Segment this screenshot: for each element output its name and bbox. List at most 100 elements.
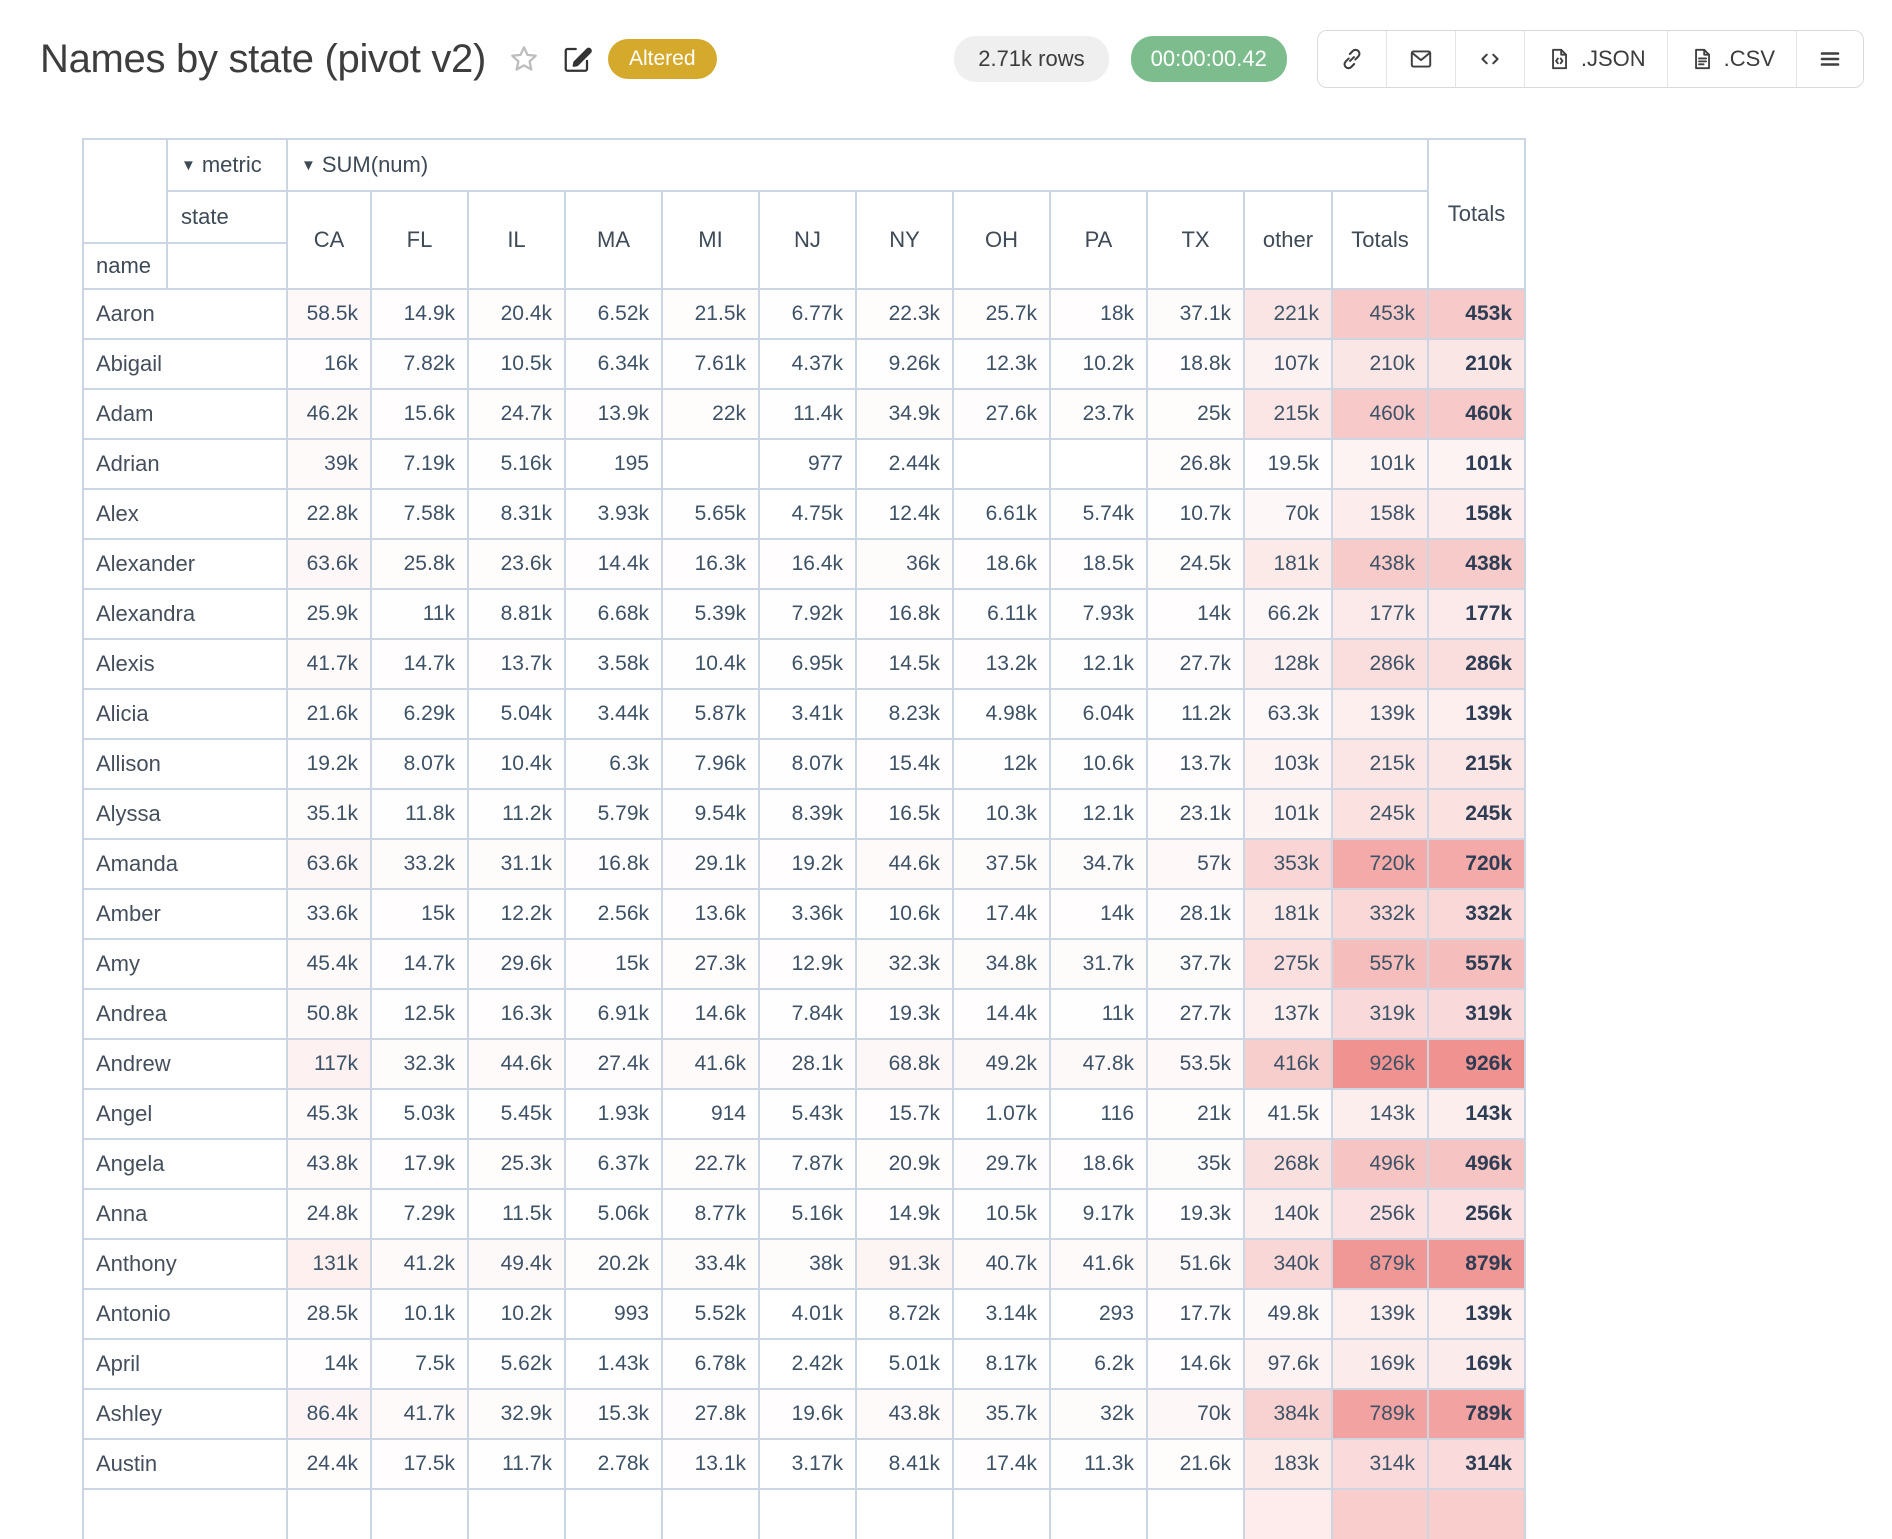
corner-cell [82,138,168,244]
pivot-cell: 416k [1243,1038,1333,1090]
pivot-cell: 32.3k [855,938,954,990]
pivot-cell: 12.5k [370,988,469,1040]
pivot-cell: 29.6k [467,938,566,990]
pivot-cell: 6.78k [661,1338,760,1390]
pivot-cell: 7.19k [370,438,469,490]
pivot-cell [467,1488,566,1539]
pivot-cell: 5.06k [564,1188,663,1240]
pivot-cell: 41.2k [370,1238,469,1290]
share-link-button[interactable] [1317,31,1386,87]
pivot-cell: 6.95k [758,638,857,690]
pivot-cell: 10.5k [467,338,566,390]
pivot-cell: 21k [1146,1088,1245,1140]
pivot-cell: 24.8k [286,1188,372,1240]
pivot-cell: 16.4k [758,538,857,590]
row-label: Austin [82,1438,288,1490]
pivot-cell: 7.84k [758,988,857,1040]
pivot-cell: 319k [1331,988,1429,1040]
pivot-table: ▼ metric ▼ SUM(num) Totals state CA FL IL MA M… [82,138,1526,1539]
metric-axis-header[interactable]: ▼ metric [166,138,288,192]
pivot-cell: 293 [1049,1288,1148,1340]
pivot-cell: 37.1k [1146,288,1245,340]
pivot-cell: 11.5k [467,1188,566,1240]
pivot-cell: 195 [564,438,663,490]
pivot-cell: 24.4k [286,1438,372,1490]
pivot-cell: 4.01k [758,1288,857,1340]
pivot-cell: 14k [286,1338,372,1390]
pivot-cell: 86.4k [286,1388,372,1440]
email-button[interactable] [1385,31,1455,87]
column-header-mi: MI [661,190,760,290]
pivot-cell: 256k [1331,1188,1429,1240]
column-header-ca: CA [286,190,372,290]
pivot-cell: 10.5k [952,1188,1051,1240]
pivot-cell: 43.8k [286,1138,372,1190]
pivot-cell: 13.2k [952,638,1051,690]
pivot-cell: 24.5k [1146,538,1245,590]
pivot-cell: 332k [1331,888,1429,940]
sort-triangle-icon[interactable]: ▼ [301,157,316,174]
row-total-cell: 210k [1427,338,1526,390]
pivot-cell: 24.7k [467,388,566,440]
pivot-cell: 9.17k [1049,1188,1148,1240]
pivot-cell: 15k [564,938,663,990]
pivot-cell: 29.7k [952,1138,1051,1190]
pivot-cell: 4.37k [758,338,857,390]
download-csv-button[interactable]: .CSV [1666,31,1796,87]
column-header-pa: PA [1049,190,1148,290]
pivot-cell: 14.7k [370,938,469,990]
row-label: April [82,1338,288,1390]
sort-triangle-icon[interactable]: ▼ [181,157,196,174]
pivot-cell: 63.6k [286,538,372,590]
pivot-cell: 6.34k [564,338,663,390]
pivot-cell: 16k [286,338,372,390]
pivot-cell: 12.1k [1049,788,1148,840]
row-label: Adam [82,388,288,440]
pivot-cell: 5.16k [758,1188,857,1240]
row-total-cell: 557k [1427,938,1526,990]
edit-pencil-icon[interactable] [562,44,592,74]
embed-code-button[interactable] [1454,31,1524,87]
pivot-cell: 11.4k [758,388,857,440]
row-label: Andrea [82,988,288,1040]
pivot-cell: 6.61k [952,488,1051,540]
pivot-cell: 20.9k [855,1138,954,1190]
pivot-cell: 41.7k [370,1388,469,1440]
export-button-group: .JSON .CSV [1316,30,1864,88]
row-total-cell: 286k [1427,638,1526,690]
pivot-cell: 12.4k [855,488,954,540]
favorite-star-icon[interactable] [508,43,540,75]
column-header-nj: NJ [758,190,857,290]
pivot-cell: 44.6k [855,838,954,890]
pivot-cell: 27.6k [952,388,1051,440]
pivot-cell: 32.3k [370,1038,469,1090]
pivot-cell: 215k [1331,738,1429,790]
pivot-cell: 8.41k [855,1438,954,1490]
pivot-cell: 8.17k [952,1338,1051,1390]
pivot-cell: 19.3k [1146,1188,1245,1240]
more-menu-button[interactable] [1796,31,1863,87]
pivot-cell: 8.81k [467,588,566,640]
pivot-cell: 14.5k [855,638,954,690]
pivot-cell: 14k [1049,888,1148,940]
column-header-il: IL [467,190,566,290]
row-label: Alicia [82,688,288,740]
pivot-cell: 49.4k [467,1238,566,1290]
metric-header[interactable]: ▼ SUM(num) [286,138,1429,192]
pivot-cell: 25k [1146,388,1245,440]
pivot-cell: 210k [1331,338,1429,390]
pivot-cell: 10.7k [1146,488,1245,540]
pivot-cell: 27.7k [1146,988,1245,1040]
pivot-cell: 3.44k [564,688,663,740]
pivot-cell: 926k [1331,1038,1429,1090]
pivot-cell: 22k [661,388,760,440]
download-json-button[interactable]: .JSON [1523,31,1667,87]
pivot-cell: 5.45k [467,1088,566,1140]
row-total-cell: 256k [1427,1188,1526,1240]
row-total-cell: 789k [1427,1388,1526,1440]
pivot-cell: 103k [1243,738,1333,790]
pivot-cell: 177k [1331,588,1429,640]
row-label: Angel [82,1088,288,1140]
pivot-cell: 158k [1331,488,1429,540]
pivot-cell: 34.9k [855,388,954,440]
